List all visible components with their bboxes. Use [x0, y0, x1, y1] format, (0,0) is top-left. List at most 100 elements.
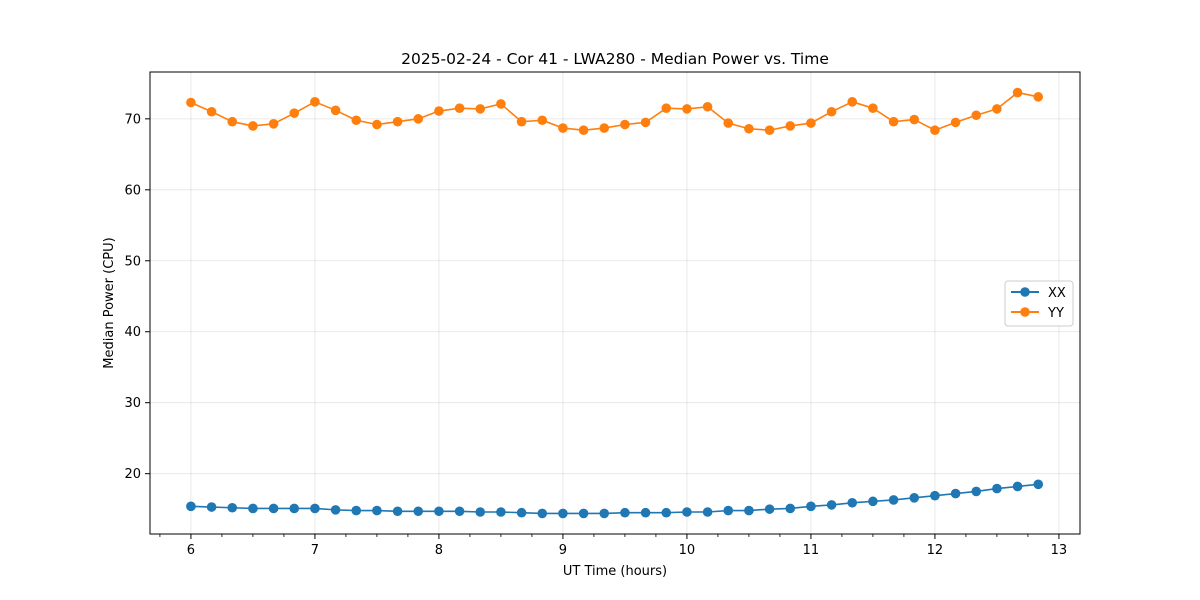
data-point-yy	[744, 123, 754, 134]
x-tick-label: 10	[679, 543, 696, 558]
data-point-xx	[806, 501, 816, 512]
grid	[150, 72, 1080, 534]
data-point-yy	[248, 121, 258, 131]
data-point-xx	[930, 490, 940, 501]
data-point-xx	[330, 505, 341, 515]
data-point-yy	[558, 123, 568, 133]
data-point-yy	[764, 125, 775, 135]
data-point-xx	[475, 507, 486, 517]
data-point-yy	[826, 106, 837, 117]
data-point-xx	[723, 505, 734, 516]
data-point-yy	[268, 119, 279, 129]
data-point-yy	[640, 117, 651, 128]
data-point-yy	[206, 106, 217, 117]
y-tick-label: 30	[124, 396, 141, 411]
data-point-xx	[620, 507, 630, 518]
x-tick-label: 11	[803, 543, 820, 558]
data-point-yy	[599, 123, 610, 133]
data-point-yy	[661, 103, 672, 113]
data-point-xx	[310, 503, 320, 514]
data-point-xx	[578, 508, 589, 519]
data-point-xx	[186, 501, 196, 512]
data-point-yy	[909, 114, 920, 125]
data-point-xx	[413, 506, 424, 517]
data-point-yy	[186, 97, 196, 108]
x-tick-label: 6	[187, 543, 195, 558]
data-point-yy	[372, 119, 382, 130]
chart-title: 2025-02-24 - Cor 41 - LWA280 - Median Po…	[401, 50, 829, 68]
data-point-yy	[289, 108, 300, 118]
data-point-xx	[971, 486, 982, 497]
data-point-yy	[992, 104, 1002, 114]
ticks: 6 7 8 9 10 11 12 13 20 30 40 50 60 70	[124, 112, 1067, 558]
data-point-xx	[227, 502, 238, 513]
legend-label-yy: YY	[1047, 306, 1064, 321]
data-point-yy	[1012, 87, 1023, 98]
data-point-xx	[434, 506, 444, 517]
y-axis-label: Median Power (CPU)	[102, 237, 117, 368]
x-tick-label: 9	[559, 543, 567, 558]
data-point-xx	[454, 506, 465, 517]
data-point-xx	[764, 504, 775, 514]
y-tick-label: 60	[124, 183, 141, 198]
series-layer	[186, 87, 1044, 519]
data-point-yy	[930, 125, 940, 135]
x-axis-label: UT Time (hours)	[563, 564, 667, 579]
data-point-yy	[847, 97, 858, 107]
legend-label-xx: XX	[1048, 286, 1066, 301]
y-tick-label: 40	[124, 325, 141, 340]
data-point-xx	[558, 508, 568, 519]
data-point-yy	[496, 99, 506, 109]
x-tick-label: 12	[927, 543, 944, 558]
data-point-yy	[454, 103, 465, 113]
x-tick-label: 8	[435, 543, 443, 558]
data-point-xx	[826, 500, 837, 510]
data-point-yy	[516, 116, 527, 127]
data-point-xx	[599, 508, 610, 519]
data-point-xx	[909, 493, 920, 503]
data-point-xx	[640, 507, 651, 518]
data-point-yy	[475, 104, 486, 114]
data-point-yy	[413, 114, 424, 124]
x-tick-label: 7	[311, 543, 319, 558]
data-point-xx	[888, 495, 899, 505]
data-point-xx	[372, 505, 382, 516]
y-tick-label: 70	[124, 112, 141, 127]
data-point-xx	[785, 503, 796, 514]
data-point-xx	[992, 483, 1002, 494]
data-point-xx	[268, 503, 279, 514]
data-point-yy	[868, 103, 878, 113]
data-point-yy	[682, 104, 692, 114]
data-point-xx	[351, 505, 362, 516]
data-point-yy	[578, 125, 589, 135]
y-tick-label: 20	[124, 467, 141, 482]
data-point-yy	[950, 117, 961, 128]
data-point-yy	[806, 118, 816, 128]
x-tick-label: 13	[1051, 543, 1068, 558]
data-point-xx	[950, 488, 961, 499]
data-point-xx	[847, 497, 858, 508]
legend-marker-yy	[1020, 307, 1030, 317]
plot-frame	[149, 71, 1081, 535]
data-point-yy	[888, 116, 899, 127]
legend: XX YY	[1004, 280, 1074, 327]
data-point-yy	[537, 115, 548, 126]
data-point-yy	[330, 105, 341, 116]
data-point-yy	[723, 118, 734, 128]
data-point-xx	[868, 496, 878, 507]
data-point-yy	[227, 116, 238, 127]
data-point-xx	[682, 507, 692, 517]
data-point-xx	[702, 507, 713, 517]
y-tick-label: 50	[124, 254, 141, 269]
data-point-xx	[206, 502, 217, 512]
data-point-yy	[392, 116, 403, 127]
data-point-yy	[971, 110, 982, 121]
data-point-yy	[702, 101, 713, 112]
data-point-yy	[785, 121, 796, 131]
data-point-yy	[434, 106, 444, 116]
data-point-xx	[661, 507, 672, 518]
data-point-xx	[744, 505, 754, 516]
